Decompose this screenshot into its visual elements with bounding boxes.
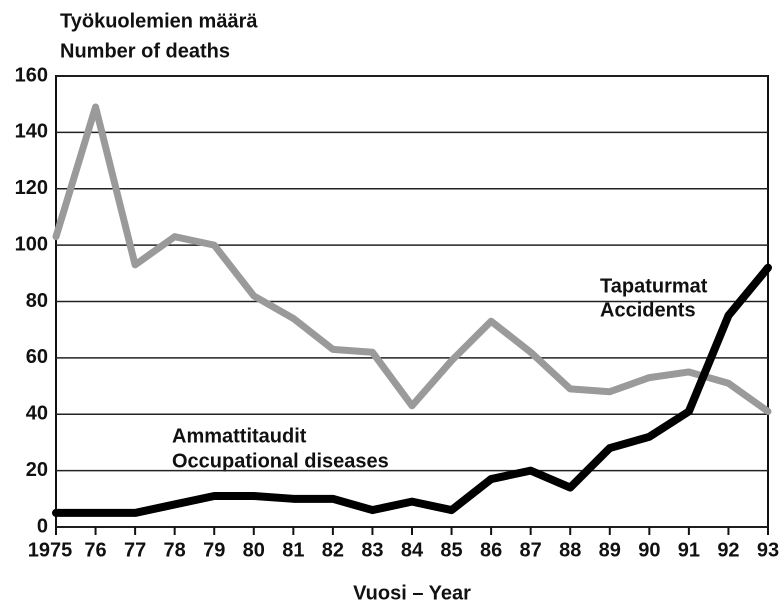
x-tick-label: 76 bbox=[84, 539, 106, 561]
x-tick-label: 80 bbox=[243, 539, 265, 561]
x-tick-label: 87 bbox=[520, 539, 542, 561]
y-tick-label: 60 bbox=[26, 346, 48, 368]
y-tick-label: 160 bbox=[15, 64, 48, 86]
y-tick-label: 140 bbox=[15, 121, 48, 143]
series-label: Occupational diseases bbox=[172, 450, 389, 472]
x-tick-label: 79 bbox=[203, 539, 225, 561]
series-label: Ammattitaudit bbox=[172, 425, 307, 447]
x-tick-label: 86 bbox=[480, 539, 502, 561]
x-tick-label: 82 bbox=[322, 539, 344, 561]
x-tick-label: 77 bbox=[124, 539, 146, 561]
y-tick-label: 0 bbox=[37, 515, 48, 537]
chart-subtitle: Number of deaths bbox=[60, 40, 230, 62]
x-tick-label: 85 bbox=[440, 539, 462, 561]
x-axis-label: Vuosi – Year bbox=[353, 582, 471, 604]
x-tick-label: 93 bbox=[757, 539, 779, 561]
y-tick-label: 80 bbox=[26, 290, 48, 312]
series-line bbox=[52, 263, 772, 517]
x-tick-label: 88 bbox=[559, 539, 581, 561]
y-tick-label: 120 bbox=[15, 177, 48, 199]
x-tick-label: 89 bbox=[599, 539, 621, 561]
x-tick-label: 84 bbox=[401, 539, 424, 561]
y-tick-label: 100 bbox=[15, 233, 48, 255]
x-tick-label: 91 bbox=[678, 539, 700, 561]
x-tick-label: 81 bbox=[282, 539, 304, 561]
y-tick-label: 40 bbox=[26, 403, 48, 425]
x-tick-label: 1975 bbox=[28, 539, 73, 561]
x-tick-label: 90 bbox=[638, 539, 660, 561]
x-tick-label: 83 bbox=[361, 539, 383, 561]
x-tick-label: 78 bbox=[164, 539, 186, 561]
chart-title: Työkuolemien määrä bbox=[60, 10, 258, 32]
y-tick-label: 20 bbox=[26, 459, 48, 481]
series-label: Tapaturmat bbox=[600, 275, 708, 297]
x-tick-label: 92 bbox=[717, 539, 739, 561]
series-line bbox=[52, 103, 772, 415]
series-label: Accidents bbox=[600, 299, 696, 321]
